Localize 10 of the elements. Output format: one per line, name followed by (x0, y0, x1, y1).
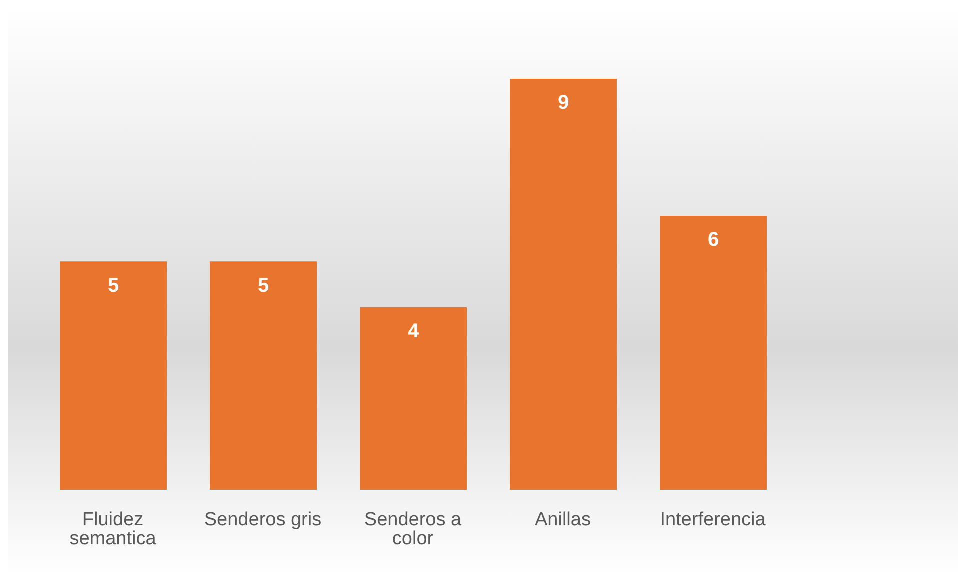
x-tick-label: Fluidez semantica (70, 509, 157, 550)
data-label: 4 (408, 320, 420, 343)
x-tick-label: Senderos gris (204, 509, 322, 530)
x-tick-label: Senderos a color (364, 509, 462, 550)
x-tick-label: Interferencia (660, 509, 766, 530)
data-label: 6 (708, 229, 720, 252)
data-label: 5 (108, 274, 120, 297)
data-label: 9 (558, 92, 570, 114)
x-tick-label: Anillas (535, 509, 591, 530)
data-label: 5 (258, 274, 270, 297)
